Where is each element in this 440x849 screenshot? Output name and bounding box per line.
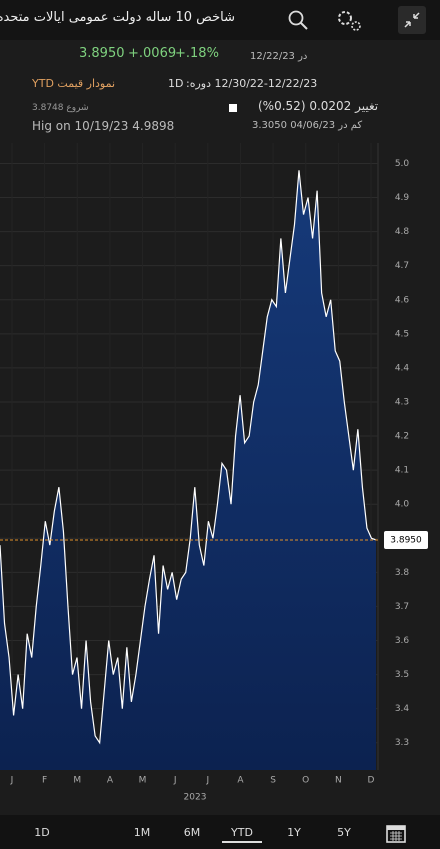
y-tick-label: 3.8	[395, 568, 410, 578]
x-tick-label: J	[173, 776, 177, 786]
stat-change: تغییر 0.0202 (0.52%)	[258, 99, 379, 113]
x-axis-label: 2023	[184, 793, 207, 803]
y-tick-label: 3.5	[395, 670, 409, 680]
settings-icon[interactable]	[334, 6, 364, 34]
y-tick-label: 4.9	[395, 193, 410, 203]
area	[0, 170, 376, 770]
x-tick-label: O	[302, 776, 309, 786]
bottom-bar	[0, 815, 440, 849]
legend-box	[229, 104, 237, 112]
interval: 1D	[168, 77, 184, 90]
change-pct: +.18%	[175, 46, 219, 61]
y-tick-label: 4.3	[395, 397, 409, 407]
x-tick-label: S	[270, 776, 276, 786]
y-tick-label: 4.7	[395, 261, 409, 271]
y-tick-label: 4.4	[395, 363, 410, 373]
y-tick-label: 3.6	[395, 636, 410, 646]
line	[0, 170, 377, 745]
range-tab[interactable]: YTD	[222, 826, 262, 843]
x-tick-label: M	[139, 776, 147, 786]
calendar-icon[interactable]	[386, 823, 406, 843]
chart-label[interactable]: نمودار قیمت YTD	[32, 77, 116, 90]
y-tick-label: 4.0	[395, 500, 410, 510]
quote-date: در 12/22/23	[250, 51, 308, 62]
title: شاخص 10 ساله دولت عمومی ایالات متحده	[0, 10, 235, 25]
collapse-button[interactable]	[398, 6, 426, 34]
stat-low: کم در 04/06/23 3.3050	[252, 120, 363, 131]
y-tick-label: 3.7	[395, 602, 409, 612]
stat-high: Hig on 10/19/23 4.9898	[32, 119, 175, 133]
x-tick-label: M	[73, 776, 81, 786]
range-tab[interactable]: 5Y	[337, 826, 351, 839]
range-tab[interactable]: 1Y	[287, 826, 301, 839]
y-tick-label: 4.1	[395, 466, 409, 476]
x-tick-label: J	[10, 776, 14, 786]
search-icon[interactable]	[286, 8, 310, 32]
period: 12/30/22-12/22/23 دوره:	[186, 77, 318, 90]
stat-open: شروع 3.8748	[32, 103, 89, 113]
price-tag	[384, 530, 428, 549]
y-tick-label: 4.5	[395, 329, 409, 339]
x-tick-label: A	[107, 776, 114, 786]
x-tick-label: J	[205, 776, 209, 786]
y-tick-label: 3.3	[395, 738, 409, 748]
x-tick-label: A	[237, 776, 244, 786]
y-tick-label: 4.6	[395, 295, 410, 305]
range-tab[interactable]: 1M	[133, 826, 151, 839]
y-tick-label: 3.4	[395, 704, 410, 714]
range-tab[interactable]: 1D	[34, 826, 50, 839]
top-bar	[0, 0, 440, 40]
price-tag-label: 3.8950	[390, 535, 422, 545]
x-tick-label: F	[42, 776, 47, 786]
y-tick-label: 4.2	[395, 432, 409, 442]
price: 3.8950	[79, 46, 125, 61]
y-tick-label: 5.0	[395, 159, 410, 169]
chart: 3.33.43.53.63.73.83.94.04.14.24.34.44.54…	[0, 143, 428, 803]
x-tick-label: D	[368, 776, 375, 786]
change: +.0069	[128, 46, 177, 61]
range-tab[interactable]: 6M	[183, 826, 201, 839]
x-tick-label: N	[335, 776, 342, 786]
y-tick-label: 4.8	[395, 227, 410, 237]
